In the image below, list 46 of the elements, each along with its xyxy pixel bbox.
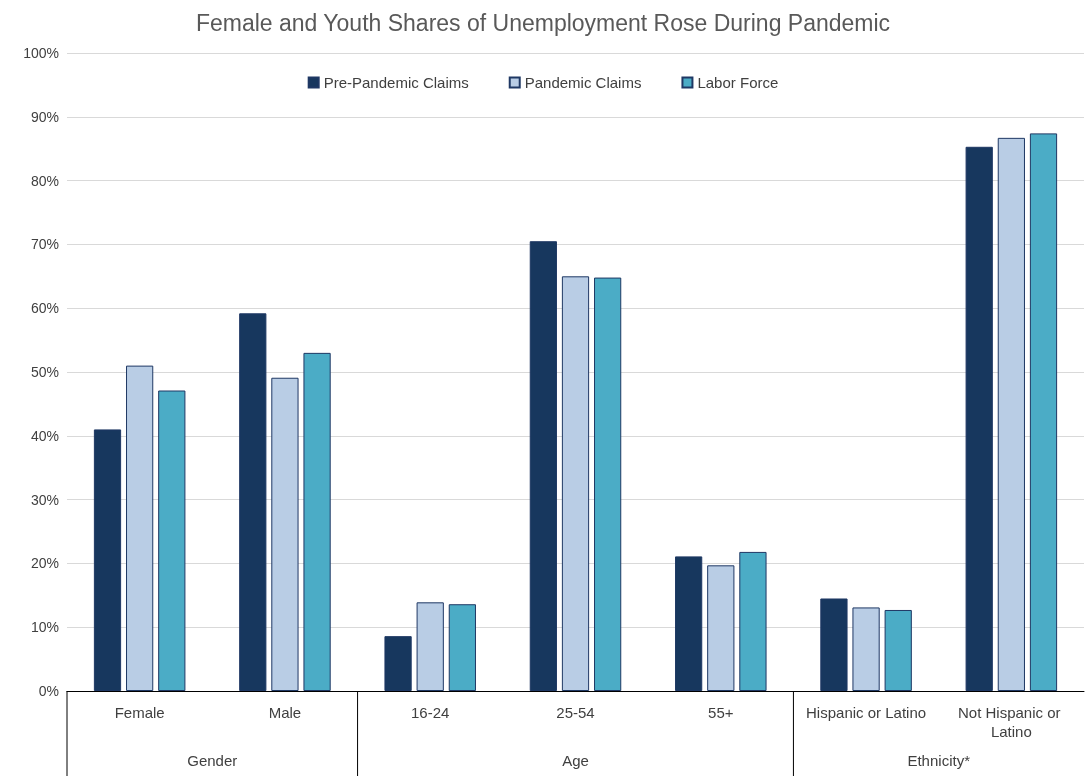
y-tick-label: 50% (30, 364, 59, 380)
legend-label: Labor Force (697, 74, 779, 91)
bar (884, 609, 912, 691)
y-tick-label: 0% (38, 683, 59, 699)
bar (1029, 133, 1058, 691)
text: Gender (187, 752, 238, 769)
y-tick-label: 60% (30, 300, 59, 317)
bar (965, 146, 993, 691)
bar (707, 565, 735, 691)
bar (529, 241, 557, 691)
y-tick-label: 40% (30, 427, 59, 444)
y-tick-label: 90% (30, 108, 59, 125)
y-tick-label: 80% (30, 172, 59, 189)
x-tick-label: 25-54 (556, 704, 595, 721)
text: Age (562, 752, 589, 769)
bar (852, 607, 880, 691)
y-tick-label: 100% (23, 45, 59, 61)
bar (594, 277, 622, 691)
x-tick-label: Female (114, 704, 165, 721)
bar (126, 365, 154, 691)
bar (384, 636, 412, 691)
bar (820, 598, 848, 691)
bar (448, 604, 476, 691)
bar (158, 390, 186, 691)
bar (997, 137, 1025, 691)
bar (561, 276, 590, 691)
chart-title: Female and Youth Shares of Unemployment Rose During Pandemic (195, 9, 891, 36)
x-tick-label: Male (268, 704, 302, 721)
bar (675, 556, 703, 691)
bar (239, 313, 267, 691)
x-tick-label: 16-24 (411, 704, 450, 721)
bar (93, 429, 122, 691)
bar (739, 551, 767, 691)
bar (303, 352, 331, 691)
y-tick-label: 30% (30, 491, 59, 508)
text: Ethnicity* (907, 752, 971, 769)
y-tick-label: 20% (30, 555, 59, 572)
x-tick-label: Not Hispanic or Latino (958, 704, 1065, 740)
bar (271, 377, 299, 691)
bar (416, 602, 444, 691)
y-tick-label: 10% (30, 619, 59, 636)
legend-label: Pre-Pandemic Claims (323, 74, 469, 91)
x-tick-label: 55+ (708, 704, 734, 721)
y-tick-label: 70% (30, 236, 59, 253)
legend-label: Pandemic Claims (524, 74, 642, 91)
x-tick-label: Hispanic or Latino (806, 704, 927, 721)
